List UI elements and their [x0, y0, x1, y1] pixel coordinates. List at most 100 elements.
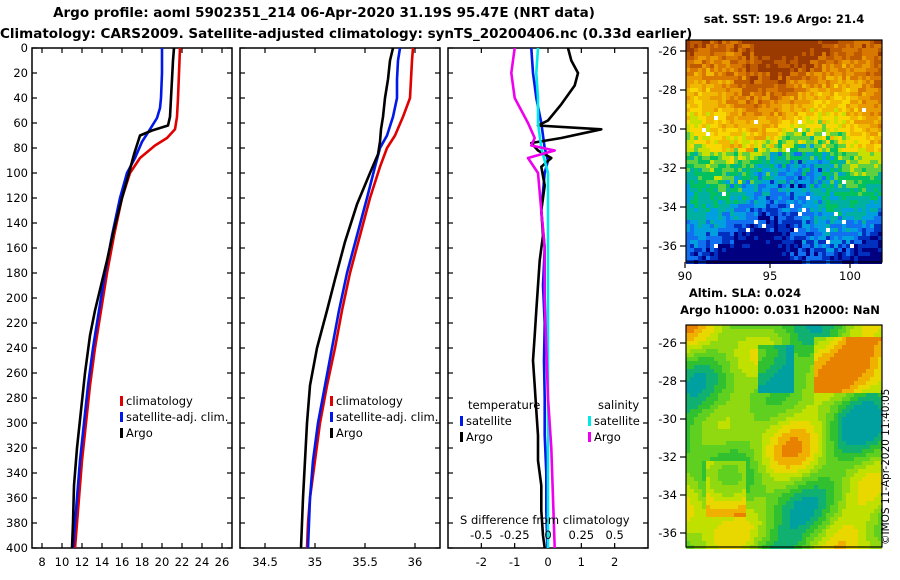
depth-tick-label: 180 [6, 266, 28, 280]
chart-frame [31, 47, 233, 549]
s-tick-label: -0.5 [470, 528, 492, 542]
x-tick-label: 20 [155, 555, 170, 569]
lon-tick-label: 90 [678, 269, 693, 283]
salinity-profile-chart: 34.5 35 35.5 36 climatology satellite-adj. cl… [239, 47, 441, 569]
legend-label: Argo [126, 426, 153, 440]
lat-tick-label: -34 [658, 200, 677, 214]
series-line-red [305, 47, 415, 549]
x-tick-label: 26 [215, 555, 230, 569]
lat-tick-label: -30 [658, 412, 677, 426]
legend-swatch [330, 428, 333, 438]
depth-tick-label: 240 [6, 341, 28, 355]
depth-tick-label: 0 [21, 41, 28, 55]
lat-tick-label: -34 [658, 488, 677, 502]
x-tick-label: 18 [135, 555, 150, 569]
legend-title-temperature: temperature [468, 398, 540, 412]
s-difference-label: S difference from climatology [460, 513, 630, 527]
sst-map-axes: -26 -28 -30 -32 -34 -36 90 95 100 [658, 44, 861, 283]
s-tick-label: -0.25 [500, 528, 530, 542]
legend-swatch [330, 396, 333, 406]
x-tick-label: 1 [578, 555, 585, 569]
depth-tick-label: 260 [6, 366, 28, 380]
lat-tick-label: -26 [658, 336, 677, 350]
legend-swatch [588, 416, 591, 426]
lat-tick-label: -36 [658, 526, 677, 540]
sla-map-pixels [686, 325, 882, 549]
sst-map-title: sat. SST: 19.6 Argo: 21.4 [703, 12, 865, 26]
x-tick-label: -2 [476, 555, 487, 569]
x-tick-label: 8 [38, 555, 45, 569]
lat-tick-label: -30 [658, 122, 677, 136]
depth-tick-label: 320 [6, 441, 28, 455]
legend-swatch [120, 412, 123, 422]
x-tick-label: 36 [408, 555, 423, 569]
sst-map-frame [685, 39, 883, 263]
imos-credit: ©IMOS 11-Apr-2020 11:40:05 [880, 388, 892, 545]
depth-tick-label: 280 [6, 391, 28, 405]
depth-tick-label: 300 [6, 416, 28, 430]
lat-tick-label: -26 [658, 44, 677, 58]
difference-profile-chart: -2 -1 0 1 2 temperature salinity satellite Argo s… [447, 47, 649, 569]
legend-label: satellite-adj. clim. [336, 410, 438, 424]
x-tick-label: 12 [75, 555, 90, 569]
legend-label: satellite-adj. clim. [126, 410, 228, 424]
sst-map [685, 39, 883, 264]
lat-tick-label: -28 [658, 374, 677, 388]
legend-swatch [120, 428, 123, 438]
lat-tick-label: -32 [658, 450, 677, 464]
sla-map [685, 324, 883, 549]
legend-swatch [120, 396, 123, 406]
x-tick-label: 10 [55, 555, 70, 569]
depth-tick-label: 120 [6, 191, 28, 205]
depth-tick-label: 340 [6, 466, 28, 480]
series-line-black [299, 47, 395, 549]
legend-swatch [460, 432, 463, 442]
x-tick-label: 2 [611, 555, 618, 569]
x-tick-label: 14 [95, 555, 110, 569]
lat-tick-label: -32 [658, 161, 677, 175]
depth-tick-label: 20 [13, 66, 28, 80]
s-tick-label: 0.25 [569, 528, 595, 542]
legend-swatch [460, 416, 463, 426]
depth-tick-label: 220 [6, 316, 28, 330]
depth-tick-label: 40 [13, 91, 28, 105]
lat-tick-label: -36 [658, 239, 677, 253]
series-line-cyan [535, 47, 550, 548]
legend-swatch [330, 412, 333, 422]
legend-label: climatology [126, 394, 193, 408]
legend-label: Argo [336, 426, 363, 440]
chart-frame [239, 47, 441, 549]
x-tick-label: 35.5 [352, 555, 378, 569]
x-tick-label: 22 [175, 555, 190, 569]
plot-title-line-1: Argo profile: aoml 5902351_214 06-Apr-20… [53, 5, 595, 21]
x-tick-label: -1 [509, 555, 520, 569]
x-tick-label: 34.5 [252, 555, 278, 569]
series-line-blue [306, 47, 402, 549]
depth-tick-label: 80 [13, 141, 28, 155]
depth-tick-label: 360 [6, 491, 28, 505]
sst-map-pixels [686, 40, 882, 264]
lon-tick-label: 100 [839, 269, 861, 283]
sla-map-axes: -26 -28 -30 -32 -34 -36 [658, 336, 686, 540]
sla-map-frame [685, 324, 883, 548]
legend-label: Argo [594, 430, 621, 444]
legend-label: satellite [594, 414, 640, 428]
x-tick-label: 24 [195, 555, 210, 569]
x-tick-label: 0 [544, 555, 551, 569]
legend-swatch [588, 432, 591, 442]
lon-tick-label: 95 [763, 269, 778, 283]
depth-tick-label: 400 [6, 541, 28, 555]
temperature-profile-chart: 0 20 40 60 80 100 120 140 160 180 200 220 240 260 280 3… [6, 41, 233, 569]
legend-label: climatology [336, 394, 403, 408]
plot-title-line-2: Climatology: CARS2009. Satellite-adjuste… [0, 26, 693, 42]
depth-tick-label: 100 [6, 166, 28, 180]
sla-map-title-2: Argo h1000: 0.031 h2000: NaN [680, 303, 880, 317]
series-line-magenta [510, 47, 556, 549]
sla-map-title-1: Altim. SLA: 0.024 [688, 286, 802, 300]
x-tick-label: 35 [308, 555, 323, 569]
legend-label: satellite [466, 414, 512, 428]
s-tick-label: 0 [544, 528, 551, 542]
depth-tick-label: 200 [6, 291, 28, 305]
depth-tick-label: 140 [6, 216, 28, 230]
x-tick-label: 16 [115, 555, 130, 569]
